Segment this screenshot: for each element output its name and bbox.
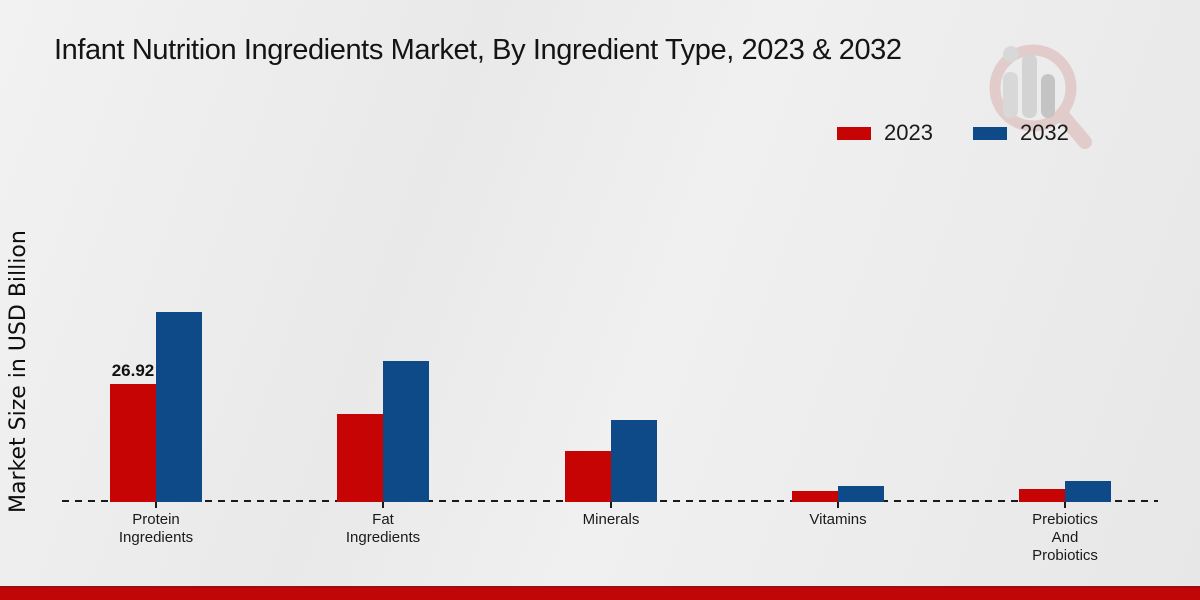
legend-label-2032: 2032 xyxy=(1019,120,1069,145)
category-label-3: Vitamins xyxy=(809,511,867,528)
bar-value-label: 26.92 xyxy=(111,361,155,380)
bar-2023-category-4 xyxy=(1019,489,1065,502)
legend-swatch-2032 xyxy=(972,126,1007,140)
bar-2032-category-0 xyxy=(156,312,202,502)
bar-2023-category-3 xyxy=(792,491,838,502)
legend-item-2023: 2023 xyxy=(837,120,933,146)
x-axis-tick xyxy=(1064,502,1066,508)
legend-swatch-2023 xyxy=(837,126,871,140)
x-axis-tick xyxy=(382,502,384,508)
category-label-4: Prebiotics And Probiotics xyxy=(1032,511,1098,564)
chart-title: Infant Nutrition Ingredients Market, By … xyxy=(54,34,902,66)
magnifier-bar-chart-logo-icon xyxy=(989,44,1092,149)
bar-2023-category-2 xyxy=(565,451,611,502)
bar-2032-category-4 xyxy=(1065,481,1111,502)
bar-2032-category-3 xyxy=(838,486,884,502)
category-label-2: Minerals xyxy=(582,511,640,528)
x-axis-tick xyxy=(610,502,612,508)
bar-2032-category-1 xyxy=(383,361,429,502)
bar-2023-category-0 xyxy=(110,384,156,502)
legend: 2023 2032 xyxy=(837,120,1069,146)
category-label-1: Fat Ingredients xyxy=(345,511,421,546)
bar-2032-category-2 xyxy=(611,420,657,502)
x-axis-tick xyxy=(837,502,839,508)
legend-label-2023: 2023 xyxy=(884,120,933,145)
category-label-0: Protein Ingredients xyxy=(118,511,194,546)
bar-2023-category-1 xyxy=(337,414,383,502)
x-axis-tick xyxy=(155,502,157,508)
footer-red-band xyxy=(0,586,1200,600)
legend-item-2032: 2032 xyxy=(972,120,1069,146)
